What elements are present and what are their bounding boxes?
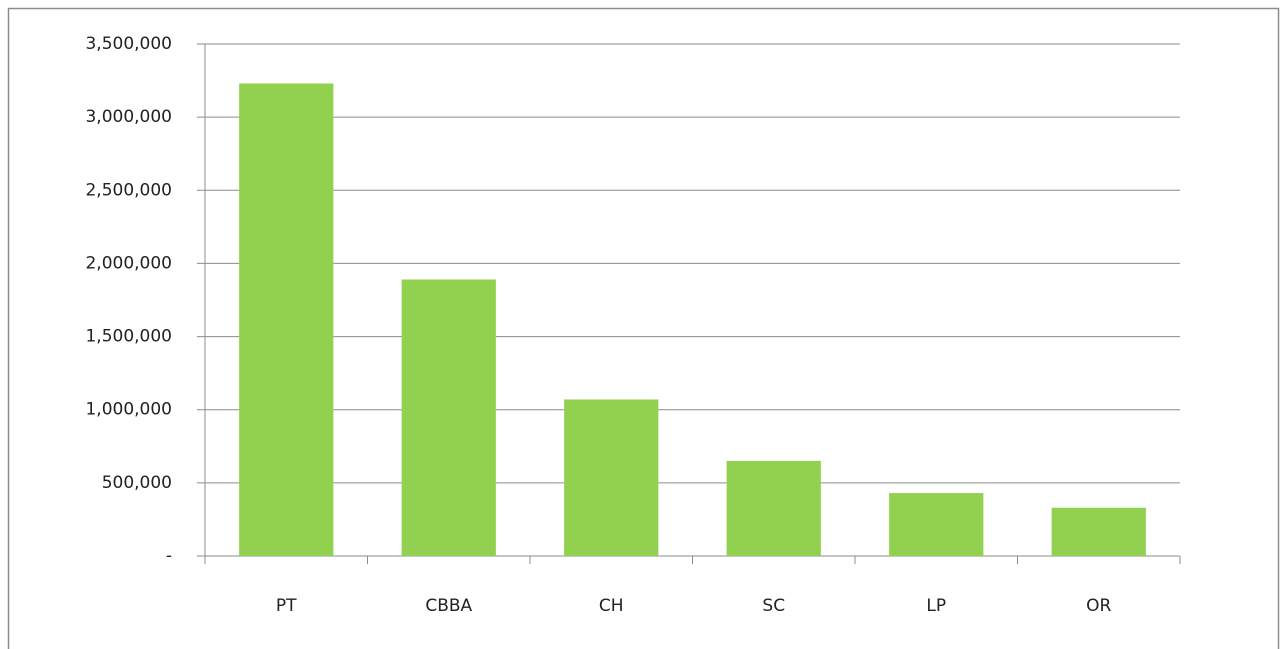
bar xyxy=(239,83,334,557)
y-tick-label: 2,000,000 xyxy=(85,253,172,273)
y-tick-label: 1,500,000 xyxy=(85,327,172,347)
y-tick-label: 2,500,000 xyxy=(85,180,172,200)
bar xyxy=(889,493,984,556)
y-tick-label: 1,000,000 xyxy=(85,400,172,420)
bar xyxy=(1051,507,1146,556)
bar xyxy=(401,279,496,556)
y-tick-label: - xyxy=(166,546,172,566)
x-tick-label: CBBA xyxy=(425,596,472,616)
x-tick-label: CH xyxy=(599,596,624,616)
bar xyxy=(726,460,821,556)
y-tick-label: 3,000,000 xyxy=(85,107,172,127)
x-tick-label: OR xyxy=(1086,596,1111,616)
x-tick-label: PT xyxy=(276,596,297,616)
x-tick-label: LP xyxy=(926,596,946,616)
x-tick-label: SC xyxy=(762,596,785,616)
y-tick-label: 3,500,000 xyxy=(85,34,172,54)
y-tick-label: 500,000 xyxy=(102,473,172,493)
bar xyxy=(564,399,659,556)
